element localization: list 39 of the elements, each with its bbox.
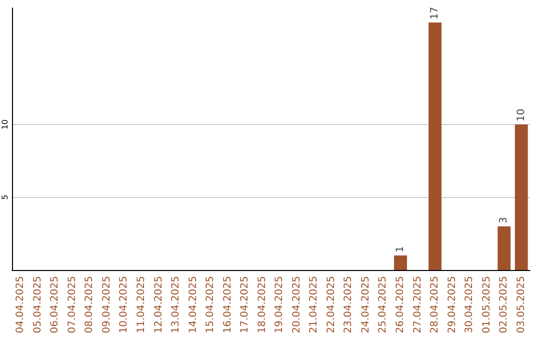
x-tick-label: 22.04.2025 — [326, 276, 337, 334]
x-tick-label: 03.05.2025 — [516, 276, 527, 334]
x-tick-label: 23.04.2025 — [343, 276, 354, 334]
x-tick-label: 14.04.2025 — [188, 276, 199, 334]
x-tick-label: 09.04.2025 — [101, 276, 112, 334]
x-tick-label: 24.04.2025 — [360, 276, 372, 334]
x-tick-label: 12.04.2025 — [153, 276, 164, 334]
data-label: 17 — [430, 6, 441, 20]
bar — [498, 226, 511, 270]
x-tick-label: 11.04.2025 — [136, 276, 147, 334]
data-label: 3 — [498, 216, 510, 224]
x-tick-label: 21.04.2025 — [308, 276, 320, 334]
x-tick-label: 17.04.2025 — [240, 276, 251, 334]
x-tick-label: 06.04.2025 — [50, 276, 61, 334]
data-label: 10 — [516, 108, 527, 122]
bar — [394, 255, 407, 270]
x-tick-label: 15.04.2025 — [205, 276, 216, 334]
x-tick-label: 05.04.2025 — [32, 276, 44, 334]
data-label: 1 — [395, 246, 406, 252]
x-tick-label: 30.04.2025 — [464, 276, 476, 334]
bar — [514, 124, 528, 270]
x-tick-label: 04.04.2025 — [15, 276, 26, 334]
x-tick-label: 29.04.2025 — [446, 276, 458, 334]
x-tick-label: 07.04.2025 — [66, 276, 78, 334]
x-tick-label: 01.05.2025 — [481, 276, 492, 334]
bar — [428, 22, 442, 270]
x-tick-label: 20.04.2025 — [291, 276, 302, 334]
x-tick-label: 25.04.2025 — [378, 276, 389, 334]
x-tick-label: 10.04.2025 — [118, 276, 130, 334]
x-tick-label: 28.04.2025 — [430, 276, 441, 334]
x-tick-label: 08.04.2025 — [84, 276, 96, 334]
x-tick-label: 19.04.2025 — [274, 276, 286, 334]
x-tick-label: 16.04.2025 — [222, 276, 234, 334]
x-tick-label: 18.04.2025 — [256, 276, 268, 334]
x-tick-label: 27.04.2025 — [412, 276, 424, 334]
y-tick-label: 5 — [0, 194, 10, 200]
x-tick-label: 26.04.2025 — [395, 276, 406, 334]
x-tick-label: 02.05.2025 — [498, 276, 510, 334]
x-tick-label: 13.04.2025 — [170, 276, 182, 334]
